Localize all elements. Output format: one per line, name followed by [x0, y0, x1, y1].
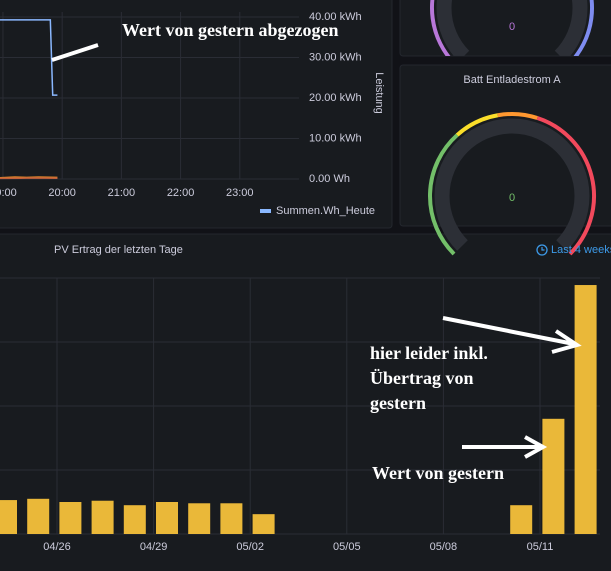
panel-title: PV Ertrag der letzten Tage — [54, 244, 183, 256]
series-line — [0, 19, 58, 96]
annotation: Übertrag von — [370, 368, 473, 388]
bar — [123, 505, 146, 534]
bar — [542, 418, 565, 534]
clock-hand — [541, 247, 545, 251]
x-tick-label: 22:00 — [167, 187, 195, 199]
bar — [59, 502, 82, 534]
panel-bar — [0, 233, 611, 571]
legend-swatch — [260, 209, 271, 213]
bar — [91, 500, 114, 534]
bar — [574, 285, 597, 534]
panel-line — [0, 0, 393, 229]
threshold-ring — [430, 0, 451, 56]
threshold-ring — [536, 116, 596, 256]
bar — [220, 503, 243, 534]
panel-gauge — [399, 64, 611, 227]
time-range[interactable]: Last 4 weeks — [551, 244, 611, 256]
gauge-value: 0 — [509, 192, 515, 204]
bar — [0, 500, 17, 534]
arrow — [462, 435, 548, 459]
gauge: 0 — [430, 0, 594, 56]
axis-label: Leistung — [373, 72, 385, 114]
arrow — [442, 316, 582, 354]
bar — [188, 503, 211, 534]
annotation: gestern — [370, 393, 426, 413]
gauge-track — [434, 118, 590, 251]
threshold-ring — [455, 113, 499, 137]
x-tick-label: 05/02 — [236, 541, 264, 553]
x-tick-label: 20:00 — [48, 187, 76, 199]
y-tick-label: 10.00 kWh — [309, 132, 362, 144]
bar — [27, 498, 50, 534]
x-tick-label: 04/29 — [140, 541, 168, 553]
x-tick-label: 21:00 — [108, 187, 136, 199]
threshold-ring — [573, 0, 594, 56]
legend-label: Summen.Wh_Heute — [276, 205, 375, 217]
y-tick-label: 30.00 kWh — [309, 51, 362, 63]
bar — [252, 514, 275, 534]
arrow — [51, 43, 99, 62]
y-tick-label: 40.00 kWh — [309, 11, 362, 23]
bar — [156, 502, 178, 534]
gauge-title: Batt Entladestrom A — [463, 74, 561, 86]
annotation: Wert von gestern — [372, 463, 504, 483]
annotation: Wert von gestern abgezogen — [122, 20, 338, 40]
x-tick-label: 05/05 — [333, 541, 361, 553]
x-tick-label: 05/08 — [430, 541, 458, 553]
x-tick-label: 23:00 — [226, 187, 254, 199]
clock-icon — [536, 244, 548, 256]
gauge: 0 — [428, 112, 596, 256]
threshold-ring — [428, 133, 459, 256]
threshold-ring — [497, 112, 538, 120]
gauge-track — [436, 0, 588, 56]
y-tick-label: 20.00 kWh — [309, 92, 362, 104]
annotation: hier leider inkl. — [370, 343, 488, 363]
x-tick-label: 05/11 — [527, 541, 554, 553]
bar — [510, 505, 533, 534]
x-tick-label: 04/26 — [43, 541, 71, 553]
y-tick-label: 0.00 Wh — [309, 173, 350, 185]
x-tick-label: 19:00 — [0, 187, 17, 199]
gauge-value: 0 — [509, 21, 515, 33]
